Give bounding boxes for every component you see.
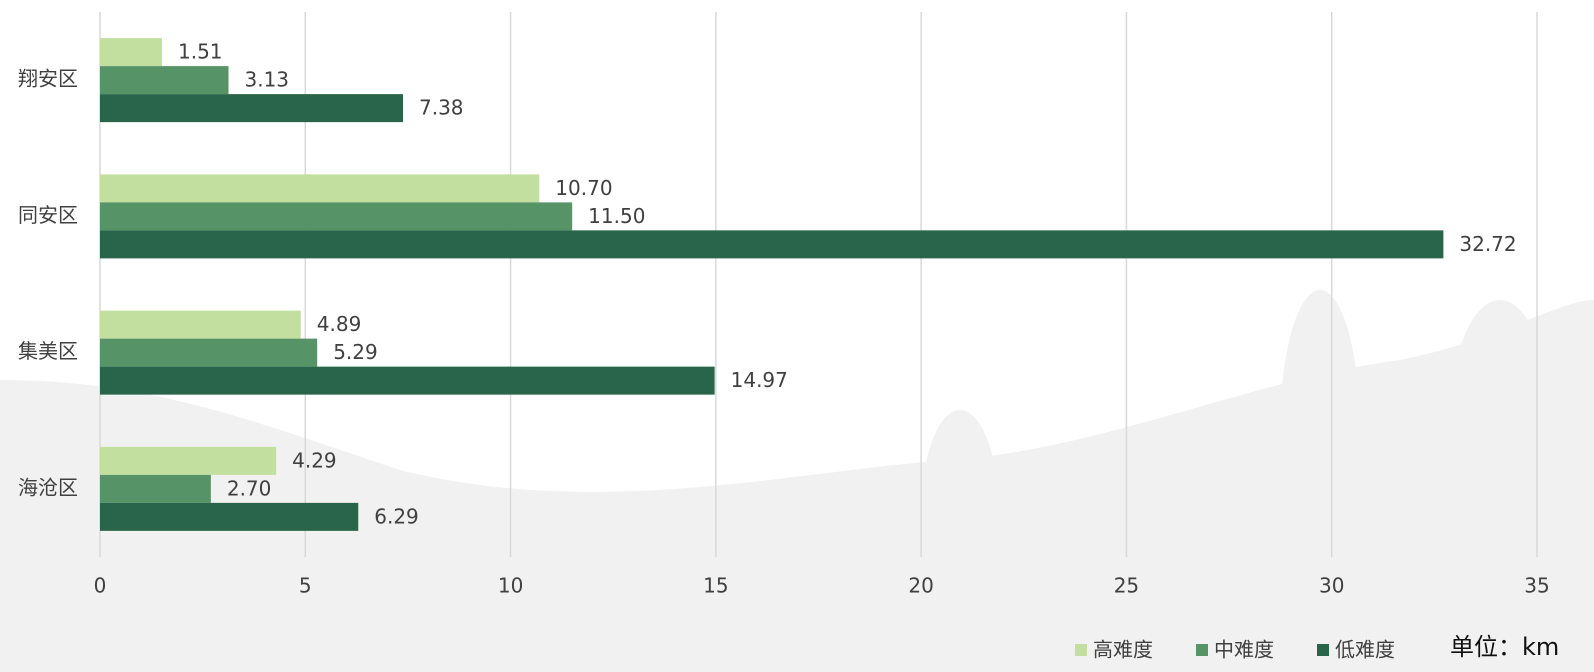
x-tick-label: 0 bbox=[94, 574, 107, 598]
legend-label: 中难度 bbox=[1214, 638, 1274, 662]
x-tick-label: 30 bbox=[1319, 574, 1344, 598]
bar bbox=[100, 174, 540, 203]
data-label: 6.29 bbox=[374, 504, 419, 528]
data-label: 1.51 bbox=[178, 40, 223, 64]
x-tick-label: 35 bbox=[1524, 574, 1549, 598]
data-label: 32.72 bbox=[1459, 232, 1516, 256]
x-tick-label: 20 bbox=[908, 574, 933, 598]
legend-label: 高难度 bbox=[1093, 638, 1153, 662]
data-label: 11.50 bbox=[588, 204, 645, 228]
x-tick-label: 25 bbox=[1114, 574, 1139, 598]
unit-label: 单位：km bbox=[1450, 633, 1559, 661]
y-tick-label: 翔安区 bbox=[18, 67, 78, 91]
data-label: 4.29 bbox=[292, 448, 337, 472]
data-label: 14.97 bbox=[731, 368, 788, 392]
legend-swatch bbox=[1075, 644, 1087, 656]
bar bbox=[100, 94, 404, 123]
x-tick-label: 15 bbox=[703, 574, 728, 598]
bar bbox=[100, 446, 277, 475]
bar bbox=[100, 502, 359, 531]
y-tick-label: 同安区 bbox=[18, 203, 78, 227]
data-label: 5.29 bbox=[333, 340, 378, 364]
background-silhouette bbox=[0, 290, 1594, 672]
bar bbox=[100, 38, 162, 67]
bar bbox=[100, 338, 318, 367]
y-tick-label: 海沧区 bbox=[18, 475, 78, 499]
y-tick-label: 集美区 bbox=[18, 339, 78, 363]
bar bbox=[100, 230, 1444, 259]
bar bbox=[100, 474, 211, 503]
x-tick-label: 10 bbox=[498, 574, 523, 598]
x-tick-label: 5 bbox=[299, 574, 312, 598]
legend-label: 低难度 bbox=[1335, 638, 1395, 662]
legend-swatch bbox=[1196, 644, 1208, 656]
bar bbox=[100, 310, 301, 339]
data-label: 3.13 bbox=[245, 68, 290, 92]
legend-swatch bbox=[1317, 644, 1329, 656]
bar bbox=[100, 66, 229, 95]
bar bbox=[100, 202, 573, 231]
bar bbox=[100, 366, 715, 395]
data-label: 7.38 bbox=[419, 96, 464, 120]
data-label: 2.70 bbox=[227, 476, 272, 500]
data-label: 4.89 bbox=[317, 312, 362, 336]
data-label: 10.70 bbox=[555, 176, 612, 200]
